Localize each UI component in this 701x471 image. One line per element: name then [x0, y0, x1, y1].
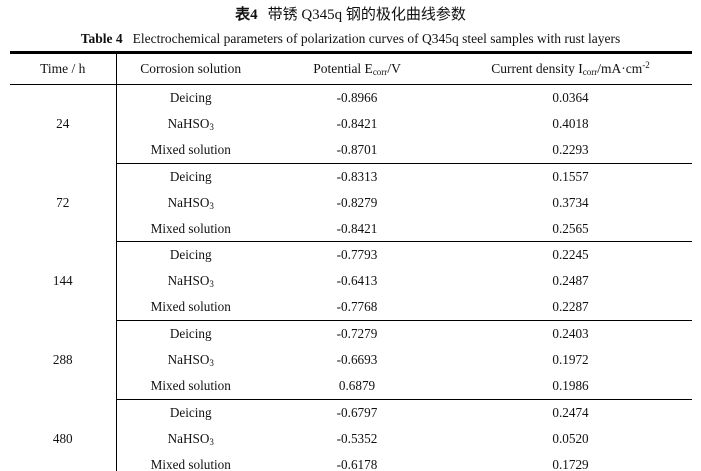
time-cell: 72	[9, 163, 117, 242]
current-cell: 0.3734	[552, 194, 589, 210]
solution-cell: NaHSO3	[167, 115, 214, 132]
header-current-density: Current density Icorr/mA·cm-2	[449, 52, 692, 85]
potential-cell: -0.6178	[336, 456, 378, 471]
current-cell: 0.0520	[552, 430, 589, 446]
table-row: 24 Deicing -0.8966 0.0364	[9, 84, 692, 164]
current-cell: 0.1729	[552, 456, 589, 471]
table-caption-english-label: Table 4	[80, 31, 123, 46]
table-row: 480 Deicing -0.6797 0.2474	[9, 399, 692, 471]
potential-cell: -0.8701	[264, 136, 450, 164]
solution-cell: NaHSO3	[167, 430, 214, 447]
current-cell: 0.1986	[449, 372, 692, 400]
potential-cell: -0.8313	[336, 168, 378, 184]
time-cell: 144	[9, 241, 117, 321]
current-cell: 0.2403	[552, 326, 589, 342]
solution-cell: Mixed solution	[116, 372, 265, 400]
potential-cell: -0.6693	[336, 352, 378, 368]
solution-cell: Mixed solution	[116, 215, 265, 243]
current-cell: 0.1557	[552, 168, 589, 184]
current-cell: 0.2565	[449, 215, 692, 243]
current-cell: 0.2487	[552, 273, 589, 289]
table-row: Mixed solution -0.7768 0.2287	[10, 294, 692, 322]
table-caption-chinese-text: 带锈 Q345q 钢的极化曲线参数	[267, 7, 466, 23]
potential-cell: -0.6413	[336, 273, 378, 289]
header-potential: Potential Ecorr/V	[264, 52, 450, 85]
table-caption-english-text: Electrochemical parameters of polarizati…	[132, 31, 621, 46]
table-row: NaHSO3 -0.6693 0.1972	[10, 347, 692, 373]
solution-cell: Mixed solution	[116, 294, 265, 322]
potential-cell: 0.6879	[264, 372, 450, 400]
potential-cell: -0.7768	[264, 294, 450, 322]
header-corrosion-solution: Corrosion solution	[116, 52, 265, 85]
solution-cell: Deicing	[169, 326, 212, 342]
potential-cell: -0.8421	[264, 215, 450, 243]
current-cell: 0.4018	[552, 115, 589, 131]
table-row: 144 Deicing -0.7793 0.2245	[9, 241, 692, 321]
table-row: NaHSO3 -0.8421 0.4018	[10, 111, 692, 137]
current-cell: 0.2293	[449, 136, 692, 164]
solution-cell: Deicing	[169, 90, 212, 105]
table-caption-chinese-label: 表4	[235, 7, 258, 23]
header-time: Time / h	[9, 52, 117, 85]
header-row: Time / h Corrosion solution Potential Ec…	[9, 52, 692, 85]
potential-cell: -0.5352	[336, 430, 378, 446]
solution-cell: Deicing	[169, 247, 212, 263]
table-row: Mixed solution -0.8701 0.2293	[10, 136, 692, 164]
table-caption-english: Table 4 Electrochemical parameters of pol…	[0, 31, 701, 47]
potential-cell: -0.8421	[336, 115, 378, 131]
potential-cell: -0.7279	[336, 326, 378, 342]
potential-cell: -0.7793	[336, 247, 378, 263]
potential-cell: -0.6797	[336, 404, 378, 420]
table-row: NaHSO3 -0.5352 0.0520	[10, 426, 692, 452]
table-caption-chinese: 表4 带锈 Q345q 钢的极化曲线参数	[0, 6, 701, 25]
table-row: NaHSO3 -0.8279 0.3734	[10, 190, 692, 216]
table-row: Mixed solution -0.6178 0.1729	[10, 452, 692, 471]
solution-cell: NaHSO3	[167, 273, 214, 290]
current-cell: 0.2287	[449, 294, 692, 322]
current-cell: 0.2245	[552, 247, 589, 263]
table-row: 72 Deicing -0.8313 0.1557	[9, 163, 692, 242]
time-cell: 480	[9, 399, 117, 471]
table-row: Mixed solution -0.8421 0.2565	[10, 215, 692, 243]
solution-cell: Deicing	[169, 168, 212, 184]
solution-cell: Mixed solution	[150, 456, 231, 471]
current-cell: 0.1972	[552, 352, 589, 368]
current-cell: 0.2474	[552, 404, 589, 420]
time-cell: 24	[9, 84, 117, 164]
potential-cell: -0.8966	[336, 90, 378, 105]
solution-cell: Mixed solution	[116, 136, 265, 164]
potential-cell: -0.8279	[336, 194, 378, 210]
table-row: Mixed solution 0.6879 0.1986	[10, 372, 692, 400]
solution-cell: NaHSO3	[167, 194, 214, 211]
current-cell: 0.0364	[552, 90, 589, 105]
table-row: NaHSO3 -0.6413 0.2487	[10, 268, 692, 294]
time-cell: 288	[9, 320, 117, 400]
table-row: 288 Deicing -0.7279 0.2403	[9, 320, 692, 400]
electrochemical-parameters-table: Time / h Corrosion solution Potential Ec…	[9, 51, 692, 471]
solution-cell: Deicing	[169, 404, 212, 420]
solution-cell: NaHSO3	[167, 352, 214, 369]
